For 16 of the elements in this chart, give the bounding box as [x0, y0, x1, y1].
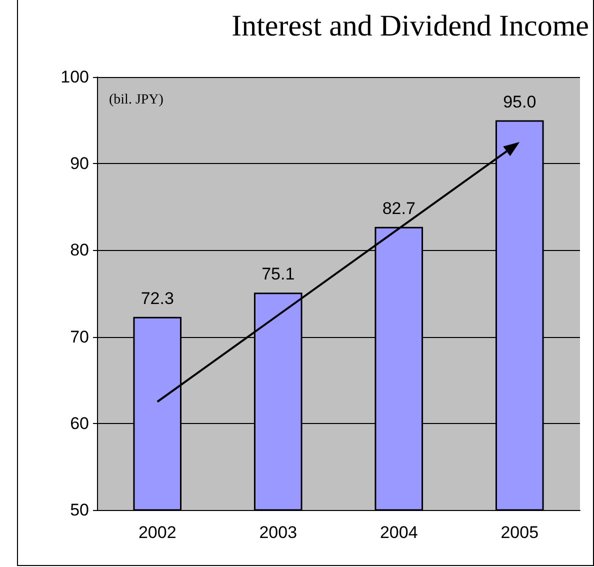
chart-title: Interest and Dividend Income: [232, 10, 589, 42]
y-tick-label: 60: [70, 414, 89, 433]
data-label: 75.1: [262, 264, 295, 284]
x-tick-label: 2004: [380, 523, 418, 542]
x-tick-label: 2005: [500, 523, 539, 542]
y-axis-title: (bil. JPY): [109, 92, 164, 108]
data-label: 95.0: [503, 92, 536, 112]
data-label: 82.7: [382, 198, 416, 218]
y-tick-label: 80: [70, 240, 89, 260]
y-tick-label: 50: [70, 500, 89, 520]
data-label: 72.3: [140, 288, 174, 308]
x-tick-label: 2002: [138, 523, 176, 542]
y-tick-label: 70: [70, 327, 89, 346]
y-tick-label: 90: [70, 154, 89, 174]
x-tick-label: 2003: [259, 523, 298, 542]
y-tick-label: 100: [60, 68, 89, 86]
